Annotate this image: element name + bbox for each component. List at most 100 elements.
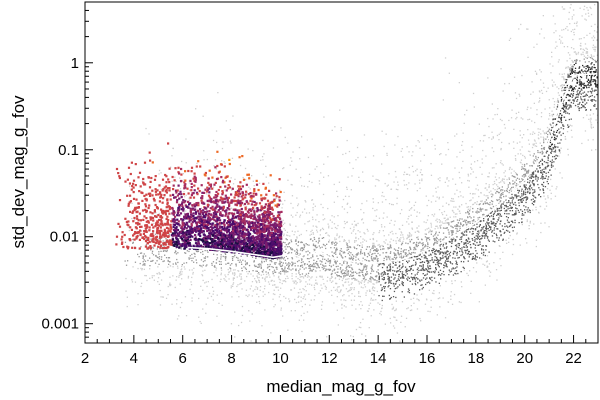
density-point: [383, 264, 385, 266]
density-point: [383, 287, 386, 289]
density-point: [339, 268, 342, 270]
density-point: [380, 310, 382, 313]
density-point: [393, 278, 395, 280]
density-point: [421, 288, 423, 290]
density-point: [340, 129, 342, 131]
density-point: [421, 242, 423, 245]
density-point: [500, 206, 502, 208]
density-point: [220, 263, 222, 265]
density-point: [537, 150, 539, 152]
density-point: [396, 197, 398, 199]
density-point: [180, 246, 183, 249]
density-point: [280, 309, 282, 311]
density-point: [392, 308, 394, 310]
density-point: [538, 138, 540, 140]
density-point: [582, 117, 585, 119]
density-point: [317, 264, 319, 267]
density-point: [430, 271, 433, 273]
density-point: [572, 88, 574, 91]
density-point: [230, 268, 232, 270]
density-point: [162, 240, 164, 242]
density-point: [180, 269, 182, 271]
density-point: [381, 289, 383, 291]
density-point: [452, 267, 454, 269]
density-point: [347, 274, 349, 276]
density-point: [573, 71, 575, 73]
density-point: [239, 259, 241, 261]
density-point: [420, 293, 423, 295]
density-point: [573, 64, 575, 66]
density-point: [483, 225, 485, 228]
density-point: [423, 254, 425, 256]
density-point: [468, 212, 470, 215]
density-point: [401, 266, 404, 268]
density-point: [448, 256, 450, 258]
density-point: [595, 69, 597, 71]
density-point: [576, 91, 578, 93]
density-point: [478, 230, 480, 232]
density-point: [458, 244, 460, 247]
density-point: [472, 239, 474, 241]
density-point: [525, 201, 527, 204]
density-point: [566, 131, 569, 133]
density-point: [533, 159, 535, 161]
density-point: [127, 260, 129, 262]
density-point: [245, 262, 247, 264]
density-point: [372, 238, 375, 241]
density-point: [536, 73, 538, 75]
density-point: [492, 136, 494, 138]
density-point: [456, 189, 458, 191]
density-point: [496, 191, 499, 193]
density-point: [591, 62, 593, 64]
density-point: [388, 278, 390, 280]
density-point: [276, 258, 279, 260]
density-point: [586, 87, 588, 89]
density-point: [502, 90, 504, 92]
density-point: [551, 126, 553, 129]
density-point: [314, 244, 317, 247]
density-point: [419, 261, 421, 264]
density-point: [185, 138, 187, 140]
density-point: [398, 274, 400, 276]
density-point: [590, 63, 592, 65]
density-point: [579, 107, 581, 109]
density-point: [322, 214, 324, 216]
density-point: [346, 269, 348, 271]
density-point: [355, 328, 358, 331]
density-point: [418, 231, 420, 233]
density-point: [590, 127, 593, 129]
density-point: [307, 221, 309, 223]
density-point: [362, 287, 364, 289]
density-point: [285, 281, 287, 283]
density-point: [253, 208, 256, 211]
density-point: [188, 269, 191, 271]
density-point: [518, 222, 520, 224]
density-point: [234, 178, 236, 180]
density-point: [358, 274, 360, 277]
density-point: [591, 88, 593, 90]
density-point: [462, 149, 464, 151]
density-point: [331, 276, 334, 278]
density-point: [300, 176, 302, 179]
density-point: [425, 221, 427, 224]
density-point: [335, 250, 337, 252]
density-point: [254, 288, 256, 291]
density-point: [160, 258, 163, 260]
density-point: [381, 163, 383, 165]
density-point: [590, 54, 592, 56]
density-point: [448, 240, 450, 243]
density-point: [287, 179, 289, 181]
density-point: [583, 66, 585, 68]
density-point: [455, 224, 458, 226]
density-point: [295, 168, 297, 170]
density-point: [163, 260, 165, 262]
density-point: [500, 181, 502, 183]
density-point: [402, 276, 404, 278]
density-point: [278, 272, 280, 274]
density-point: [326, 280, 328, 282]
density-point: [515, 183, 518, 185]
density-point: [311, 216, 314, 218]
density-point: [291, 248, 293, 250]
density-point: [474, 161, 476, 163]
density-point: [587, 65, 589, 67]
